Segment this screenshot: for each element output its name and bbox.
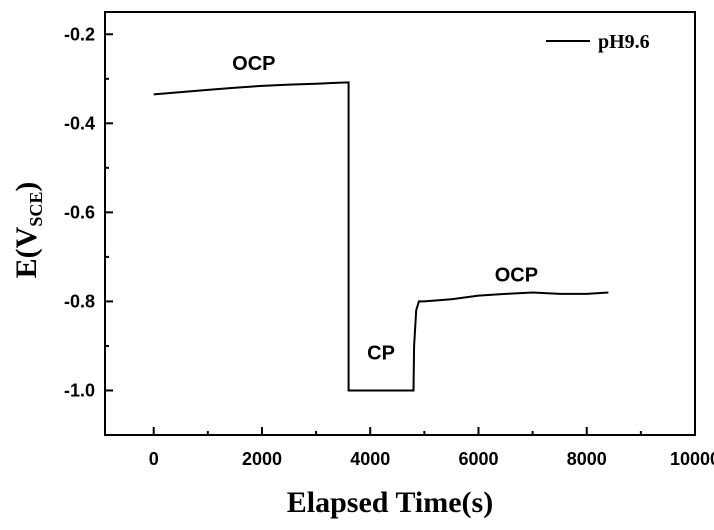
x-axis-title: Elapsed Time(s)	[287, 486, 493, 519]
series-line-ph9-6	[153, 81, 609, 392]
y-axis-title: E(VSCE)	[10, 182, 46, 279]
axis-ticks	[105, 33, 696, 436]
x-tick-label: 10000	[670, 449, 714, 469]
x-tick-label: 2000	[242, 449, 282, 469]
x-tick-label: 0	[149, 449, 159, 469]
y-tick-label: -0.2	[64, 24, 95, 44]
annotation-label: OCP	[495, 264, 538, 286]
annotation-label: OCP	[232, 53, 275, 75]
y-axis-title-subscript: SCE	[26, 192, 46, 227]
y-tick-label: -1.0	[64, 380, 95, 400]
y-tick-label: -0.8	[64, 291, 95, 311]
legend: pH9.6	[546, 31, 650, 53]
legend-label: pH9.6	[598, 31, 650, 53]
x-tick-label: 8000	[567, 449, 607, 469]
plot-area-frame	[104, 11, 696, 436]
annotations: OCP CP OCP	[232, 53, 538, 364]
tick-labels: 0 2000 4000 6000 8000 10000 -0.2 -0.4 -0.6 -0.8 -1…	[64, 24, 714, 469]
svg-text:E(VSCE): E(VSCE)	[10, 182, 46, 279]
annotation-label: CP	[367, 342, 395, 364]
x-tick-label: 6000	[458, 449, 498, 469]
x-tick-label: 4000	[350, 449, 390, 469]
y-tick-label: -0.6	[64, 202, 95, 222]
y-axis-title-close: )	[10, 182, 43, 192]
y-axis-title-main: E(V	[10, 226, 43, 278]
y-tick-label: -0.4	[64, 113, 95, 133]
